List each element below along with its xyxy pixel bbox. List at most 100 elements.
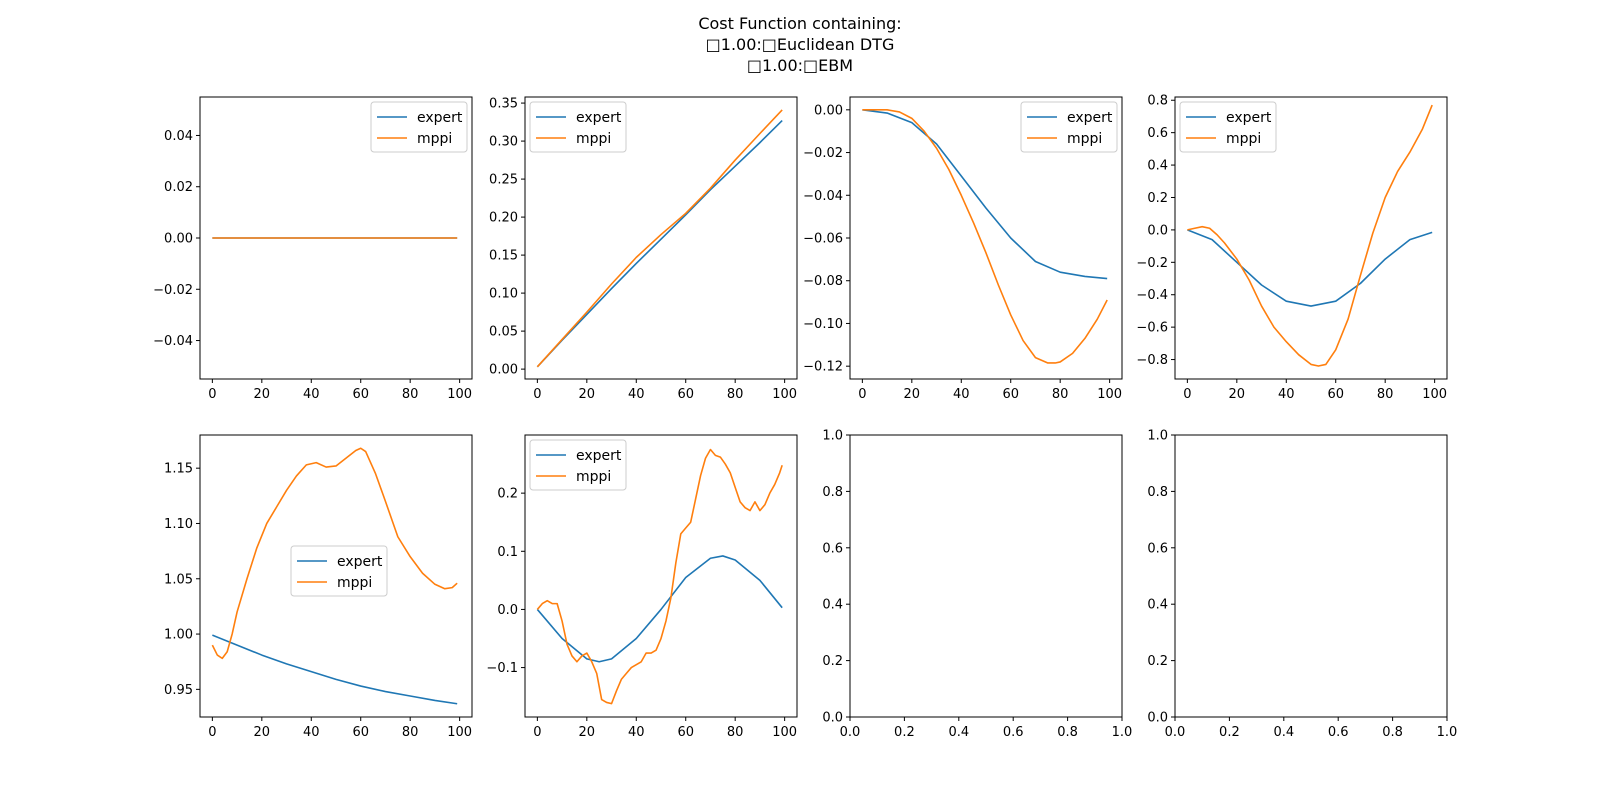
panel-2-xtick-label: 80 — [727, 387, 744, 402]
panel-5-legend-label-mppi: mppi — [337, 575, 372, 591]
panel-3-series-mppi-line — [862, 109, 1108, 364]
panel-2-xtick-label: 60 — [677, 387, 694, 402]
panel-3-ytick-label: −0.12 — [803, 360, 843, 375]
panel-5-xtick-label: 60 — [352, 725, 369, 740]
panel-3-xtick-label: 100 — [1097, 387, 1122, 402]
panel-3-series-expert-line — [862, 109, 1108, 280]
panel-4-ytick-label: 0.8 — [1147, 94, 1168, 109]
panel-6-xtick-label: 80 — [727, 725, 744, 740]
panel-3-frame — [849, 96, 1123, 380]
panel-4-ytick-label: 0.6 — [1147, 126, 1168, 141]
panel-3-xtick-label: 40 — [953, 387, 970, 402]
panel-8-xtick-label: 0.4 — [1273, 725, 1294, 740]
subplot-grid: 0 20 40 60 80 100−0.04−0.020.000.020.04expert… — [153, 94, 1457, 740]
panel-8-ytick-label: 1.0 — [1147, 429, 1168, 444]
panel-2-ytick-label: 0.10 — [489, 287, 518, 302]
panel-8: 0.0 0.2 0.4 0.6 0.8 1.0 0.0 0.2 0.4 0.6 0.8 1.0 — [1147, 429, 1457, 741]
panel-4-legend: expert mppi — [1179, 101, 1277, 153]
panel-5-legend: expert mppi — [290, 545, 388, 597]
panel-5-xtick-label: 20 — [254, 725, 271, 740]
panel-3-legend-box — [1020, 101, 1118, 153]
panel-2-series-mppi-line — [536, 109, 783, 368]
panel-7-ytick-label: 0.4 — [822, 598, 843, 613]
panel-6-frame — [524, 434, 798, 718]
panel-5-ytick-label: 1.10 — [164, 517, 193, 532]
panel-6-legend-label-mppi: mppi — [576, 469, 611, 485]
panel-8-ytick-label: 0.2 — [1147, 654, 1168, 669]
panel-8-plot-area — [1175, 435, 1447, 717]
panel-2-legend-label-mppi: mppi — [576, 131, 611, 147]
panel-8-ytick-label: 0.0 — [1147, 711, 1168, 726]
panel-3-ytick-label: −0.10 — [803, 317, 843, 332]
panel-1-ytick-label: −0.04 — [153, 334, 193, 349]
panel-7-ytick-label: 0.6 — [822, 541, 843, 556]
panel-2-ytick-label: 0.30 — [489, 135, 518, 150]
panel-3-ytick-label: −0.08 — [803, 274, 843, 289]
panel-4-ytick-label: 0.4 — [1147, 159, 1168, 174]
panel-1-xtick-label: 20 — [254, 387, 271, 402]
panel-8-ytick-label: 0.8 — [1147, 485, 1168, 500]
panel-5-ytick-label: 1.05 — [164, 572, 193, 587]
panel-7-ytick-label: 1.0 — [822, 429, 843, 444]
panel-7-xtick-label: 0.2 — [894, 725, 915, 740]
panel-5-xtick-label: 0 — [208, 725, 216, 740]
panel-7-plot-area — [850, 435, 1122, 717]
panel-4-xtick-label: 100 — [1422, 387, 1447, 402]
panel-6-series-expert-line — [536, 555, 783, 663]
panel-2-ytick-label: 0.20 — [489, 211, 518, 226]
panel-3-legend-label-mppi: mppi — [1067, 131, 1102, 147]
panel-4-xtick-label: 20 — [1229, 387, 1246, 402]
panel-4-legend-label-expert: expert — [1226, 110, 1272, 126]
panel-5-ytick-label: 1.15 — [164, 462, 193, 477]
panel-1-ytick-label: −0.02 — [153, 283, 193, 298]
panel-5-frame — [199, 434, 473, 718]
panel-2-series-expert-line — [536, 119, 783, 368]
panel-4-ytick-label: −0.8 — [1136, 353, 1168, 368]
panel-7-xtick-label: 1.0 — [1112, 725, 1133, 740]
panel-2-xtick-label: 0 — [533, 387, 541, 402]
panel-5-legend-label-expert: expert — [337, 554, 383, 570]
panel-7: 0.0 0.2 0.4 0.6 0.8 1.0 0.0 0.2 0.4 0.6 0.8 1.0 — [822, 429, 1132, 741]
panel-8-ytick-label: 0.6 — [1147, 541, 1168, 556]
figure-title-line-3: □1.00:□EBM — [747, 56, 853, 75]
panel-2-legend-box — [529, 101, 627, 153]
panel-8-xtick-label: 1.0 — [1437, 725, 1458, 740]
panel-4-frame — [1174, 96, 1448, 380]
panel-4-legend-label-mppi: mppi — [1226, 131, 1261, 147]
panel-1-legend-label-mppi: mppi — [417, 131, 452, 147]
panel-8-ytick-label: 0.4 — [1147, 598, 1168, 613]
panel-7-xtick-label: 0.6 — [1003, 725, 1024, 740]
panel-5-xtick-label: 100 — [447, 725, 472, 740]
panel-4-series-expert-line — [1187, 229, 1433, 307]
panel-4-ytick-label: 0.2 — [1147, 191, 1168, 206]
panel-1-legend-label-expert: expert — [417, 110, 463, 126]
panel-1-xtick-label: 100 — [447, 387, 472, 402]
panel-7-xtick-label: 0.4 — [948, 725, 969, 740]
panel-1-legend-box — [370, 101, 468, 153]
panel-3-legend: expert mppi — [1020, 101, 1118, 153]
panel-6-legend-box — [529, 439, 627, 491]
panel-8-xtick-label: 0.8 — [1382, 725, 1403, 740]
panel-2: 0 20 40 60 80 100 0.00 0.05 0.10 0.15 0.20 0.25 0.30… — [489, 96, 798, 402]
panel-6-series-mppi-line — [536, 448, 783, 705]
panel-5-ytick-label: 1.00 — [164, 628, 193, 643]
panel-2-ytick-label: 0.15 — [489, 249, 518, 264]
panel-3-ytick-label: −0.04 — [803, 189, 843, 204]
figure-title-line-1: Cost Function containing: — [698, 14, 901, 33]
panel-6-xtick-label: 0 — [533, 725, 541, 740]
panel-2-ytick-label: 0.25 — [489, 173, 518, 188]
panel-2-xtick-label: 100 — [772, 387, 797, 402]
panel-6-ytick-label: 0.2 — [497, 487, 518, 502]
panel-6: 0 20 40 60 80 100 −0.1 0.0 0.1 0.2 expert mppi — [486, 434, 798, 740]
panel-2-ytick-label: 0.35 — [489, 97, 518, 112]
panel-3: 0 20 40 60 80 100 0.00 −0.02 −0.04 −0.06 −0.08 −0.1… — [803, 96, 1123, 402]
panel-4-series-mppi-line — [1187, 104, 1433, 367]
panel-3-ytick-label: −0.06 — [803, 232, 843, 247]
panel-3-ytick-label: −0.02 — [803, 146, 843, 161]
panel-2-ytick-label: 0.00 — [489, 363, 518, 378]
panel-6-legend-label-expert: expert — [576, 448, 622, 464]
panel-8-xtick-label: 0.2 — [1219, 725, 1240, 740]
panel-4-ytick-label: −0.6 — [1136, 321, 1168, 336]
panel-3-xtick-label: 0 — [858, 387, 866, 402]
